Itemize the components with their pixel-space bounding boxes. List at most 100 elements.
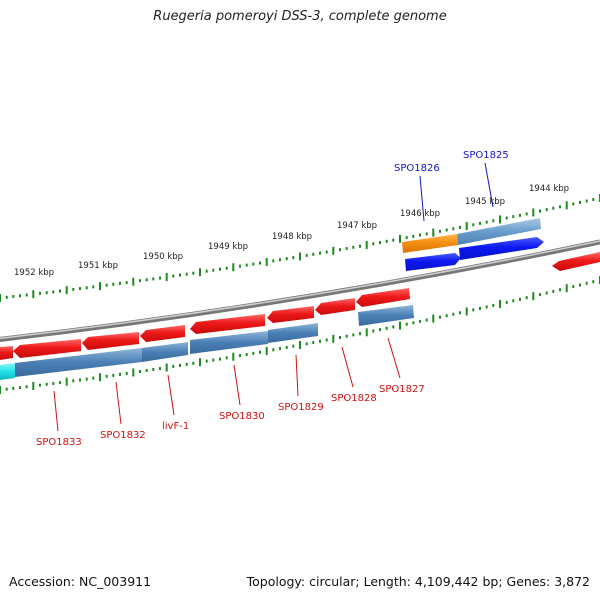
gene-arrow-SPO1829[interactable] — [267, 306, 314, 323]
gene-arrow-right-edge[interactable] — [552, 252, 600, 271]
scale-minor-tick — [439, 229, 441, 233]
scale-minor-tick — [179, 363, 181, 367]
scale-minor-tick — [319, 339, 321, 343]
scale-minor-tick — [339, 336, 341, 339]
scale-label: 1948 kbp — [272, 232, 312, 242]
scale-major-tick — [0, 386, 1, 394]
gene-label-SPO1833[interactable]: SPO1833 — [36, 437, 82, 448]
scale-minor-tick — [85, 286, 88, 290]
scale-minor-tick — [139, 279, 141, 283]
scale-minor-tick — [305, 342, 308, 346]
genome-backbone — [0, 239, 600, 342]
connector-livF-1 — [167, 374, 175, 416]
scale-major-tick — [232, 263, 235, 272]
scale-label: 1951 kbp — [78, 261, 118, 271]
connector-SPO1827 — [387, 337, 401, 379]
scale-label: 1946 kbp — [400, 209, 440, 219]
scale-minor-tick — [592, 280, 595, 284]
scale-minor-tick — [512, 299, 515, 303]
gene-label-SPO1828[interactable]: SPO1828 — [331, 393, 377, 404]
scale-minor-tick — [412, 321, 415, 325]
gene-arrow-SPO1833[interactable] — [13, 339, 81, 358]
scale-major-tick — [565, 201, 568, 210]
scale-major-tick — [465, 307, 468, 316]
scale-minor-tick — [205, 359, 208, 363]
scale-minor-tick — [472, 308, 475, 312]
gene-label-SPO1830[interactable]: SPO1830 — [219, 411, 265, 422]
scale-minor-tick — [419, 319, 421, 323]
gene-label-SPO1832[interactable]: SPO1832 — [100, 430, 146, 441]
gene-arrow-SPO1832[interactable] — [82, 332, 139, 350]
cds-bar-livF-1[interactable] — [142, 342, 188, 362]
scale-minor-tick — [85, 377, 88, 381]
scale-minor-tick — [359, 244, 361, 248]
gene-label-SPO1827[interactable]: SPO1827 — [379, 384, 425, 395]
scale-minor-tick — [425, 232, 428, 236]
scale-minor-tick — [152, 368, 155, 371]
scale-minor-tick — [372, 242, 375, 246]
scale-label: 1947 kbp — [337, 221, 377, 231]
scale-minor-tick — [272, 348, 275, 352]
scale-minor-tick — [12, 386, 15, 390]
scale-minor-tick — [172, 274, 175, 278]
cds-bar-SPO1833[interactable] — [15, 348, 142, 377]
cds-bar-SPO1830[interactable] — [190, 331, 268, 354]
scale-major-tick — [99, 373, 101, 382]
connector-SPO1828 — [341, 346, 354, 388]
scale-major-tick — [65, 377, 68, 386]
scale-minor-tick — [572, 285, 575, 289]
scale-major-tick — [232, 352, 235, 361]
gene-arrow-livF-1[interactable] — [140, 325, 185, 342]
cds-bar-SPO1825[interactable] — [457, 218, 541, 245]
cds-bar-SPO1827[interactable] — [358, 305, 414, 326]
scale-minor-tick — [245, 353, 248, 356]
scale-minor-tick — [479, 306, 481, 310]
scale-minor-tick — [39, 291, 41, 295]
scale-minor-tick — [492, 303, 495, 307]
scale-minor-tick — [92, 285, 95, 289]
scale-major-tick — [365, 241, 368, 249]
scale-minor-tick — [219, 267, 221, 271]
scale-minor-tick — [319, 251, 321, 255]
scale-minor-tick — [505, 216, 508, 220]
scale-minor-tick — [159, 367, 161, 370]
connector-SPO1825 — [484, 162, 494, 208]
gene-label-SPO1829[interactable]: SPO1829 — [278, 402, 324, 413]
scale-major-tick — [532, 292, 535, 301]
gene-arrow-SPO1827[interactable] — [356, 288, 410, 307]
map-title: Ruegeria pomeroyi DSS-3, complete genome — [153, 9, 447, 24]
scale-minor-tick — [472, 223, 475, 227]
scale-minor-tick — [25, 385, 28, 389]
scale-label: 1950 kbp — [143, 252, 183, 262]
gene-arrow-SPO1825[interactable] — [459, 237, 544, 260]
scale-minor-tick — [252, 351, 255, 355]
cds-bar-SPO1826[interactable] — [402, 234, 458, 253]
gene-arrow-SPO1828[interactable] — [315, 298, 355, 315]
scale-minor-tick — [492, 219, 495, 223]
connector-SPO1830 — [233, 364, 241, 406]
cds-bar-cyan[interactable] — [0, 363, 15, 380]
scale-minor-tick — [352, 245, 355, 249]
cds-bar-SPO1829[interactable] — [268, 323, 318, 343]
gene-arrow-left-edge[interactable] — [0, 346, 13, 360]
scale-minor-tick — [105, 283, 108, 287]
gene-arrow-SPO1830[interactable] — [190, 314, 265, 334]
scale-minor-tick — [112, 373, 115, 377]
scale-minor-tick — [345, 247, 348, 250]
gene-label-SPO1825[interactable]: SPO1825 — [463, 150, 509, 161]
scale-minor-tick — [425, 318, 428, 322]
scale-upper — [0, 194, 600, 302]
scale-minor-tick — [219, 357, 221, 361]
gene-arrow-SPO1826[interactable] — [405, 253, 461, 271]
scale-major-tick — [299, 252, 301, 261]
scale-minor-tick — [159, 276, 161, 280]
gene-label-SPO1826[interactable]: SPO1826 — [394, 163, 440, 174]
scale-minor-tick — [559, 288, 561, 292]
gene-label-connectors — [53, 162, 494, 432]
scale-minor-tick — [192, 361, 195, 365]
scale-minor-tick — [459, 311, 461, 315]
gene-label-livF-1[interactable]: livF-1 — [162, 421, 189, 432]
scale-major-tick — [499, 299, 501, 308]
scale-minor-tick — [452, 227, 455, 231]
scale-minor-tick — [585, 281, 588, 285]
